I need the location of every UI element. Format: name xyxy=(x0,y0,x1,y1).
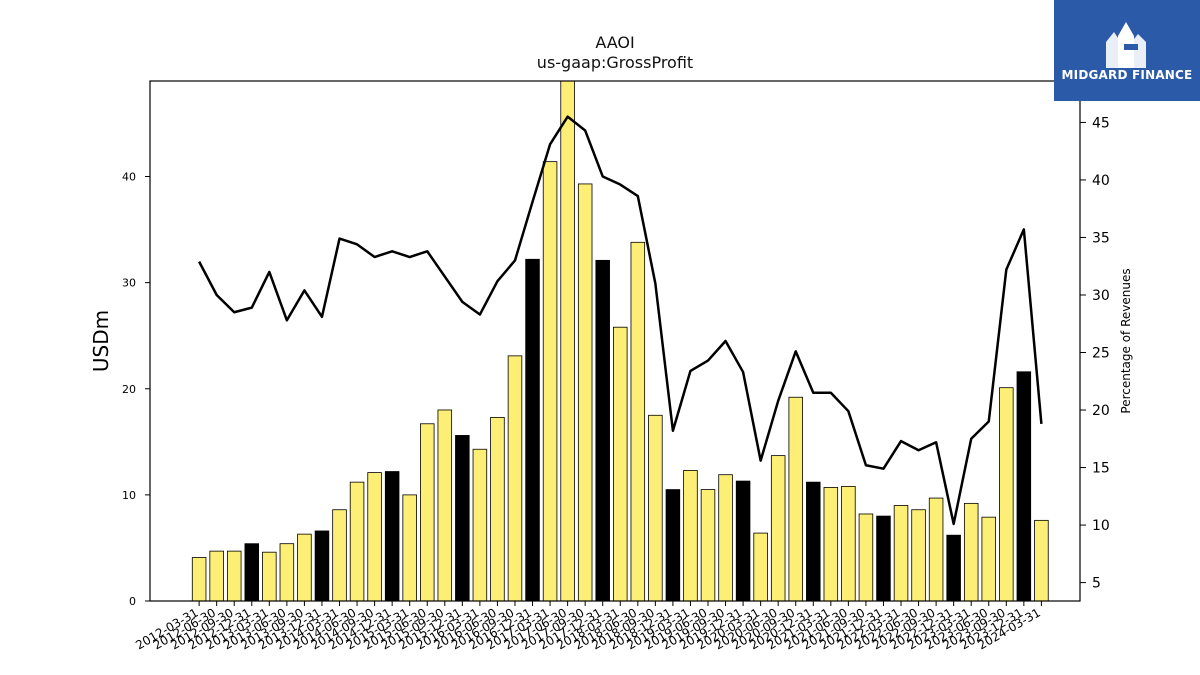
bar-2016-09-30 xyxy=(507,355,523,602)
bar-2020-03-31 xyxy=(753,532,768,602)
bar-2016-06-30 xyxy=(490,417,505,602)
y-tick-label: 30 xyxy=(122,277,136,290)
bar-2023-12-31 xyxy=(1016,371,1032,602)
bar-2014-12-31 xyxy=(384,471,400,602)
bar-2014-06-30 xyxy=(349,481,365,602)
brand-logo: MIDGARD FINANCE xyxy=(1054,0,1200,101)
bar-2014-09-30 xyxy=(367,472,382,602)
bar-2017-12-31 xyxy=(595,259,610,602)
bar-2021-03-31 xyxy=(823,487,839,602)
bar-2012-06-30 xyxy=(209,550,224,602)
bar-2018-12-31 xyxy=(665,489,681,602)
bar-2023-09-30 xyxy=(999,387,1014,602)
bar-2023-03-31 xyxy=(963,502,979,602)
y2-tick-label: 45 xyxy=(1092,115,1110,131)
bar-2023-06-30 xyxy=(981,516,996,602)
bar-2019-09-30 xyxy=(718,474,733,602)
bar-2013-09-30 xyxy=(297,533,312,602)
bar-2013-03-31 xyxy=(262,551,277,602)
bar-2017-03-31 xyxy=(542,161,558,602)
y2-tick-label: 35 xyxy=(1092,230,1110,246)
plot-frame xyxy=(149,80,1081,602)
brand-name: MIDGARD FINANCE xyxy=(1061,68,1193,82)
bar-2022-06-30 xyxy=(911,509,926,602)
y2-tick-label: 15 xyxy=(1092,461,1110,477)
y2-tick-label: 30 xyxy=(1092,288,1110,304)
bar-2021-09-30 xyxy=(858,513,874,602)
y2-tick-label: 20 xyxy=(1092,403,1110,419)
bar-2020-12-31 xyxy=(806,481,821,602)
bar-2019-12-31 xyxy=(735,480,751,602)
bar-2017-06-30 xyxy=(560,80,575,602)
bar-2012-03-31 xyxy=(191,557,207,602)
y-axis-label: USDm xyxy=(89,310,113,372)
y-tick-label: 40 xyxy=(122,171,136,184)
y2-tick-label: 25 xyxy=(1092,346,1110,362)
bar-2019-03-31 xyxy=(683,470,698,602)
bar-2021-06-30 xyxy=(841,485,856,602)
bar-2018-09-30 xyxy=(648,414,663,602)
bar-2018-06-30 xyxy=(630,241,646,602)
bar-2016-12-31 xyxy=(525,258,540,602)
bar-2012-12-31 xyxy=(244,543,260,602)
bar-2015-06-30 xyxy=(420,423,435,602)
y2-tick-label: 5 xyxy=(1092,576,1101,592)
bar-2022-03-31 xyxy=(893,505,909,602)
bar-2017-09-30 xyxy=(577,183,593,602)
chart-title: AAOI xyxy=(595,33,635,52)
bar-2013-06-30 xyxy=(279,543,295,602)
bar-2024-03-31 xyxy=(1034,519,1049,602)
bar-2018-03-31 xyxy=(613,326,628,602)
y2-axis-label: Percentage of Revenues xyxy=(1119,268,1133,413)
chart-subtitle: us-gaap:GrossProfit xyxy=(536,53,694,72)
bar-2016-03-31 xyxy=(472,448,488,602)
y-tick-label: 20 xyxy=(122,383,136,396)
y2-tick-label: 40 xyxy=(1092,173,1110,189)
midgard-logo-icon xyxy=(1106,22,1146,68)
bar-2022-09-30 xyxy=(928,497,944,602)
margin-line xyxy=(198,115,1043,526)
bar-2021-12-31 xyxy=(876,515,891,602)
bar-2020-06-30 xyxy=(770,455,786,602)
bar-2015-12-31 xyxy=(455,435,470,602)
bar-2015-09-30 xyxy=(437,409,453,602)
y-tick-label: 10 xyxy=(122,489,136,502)
y-tick-label: 0 xyxy=(129,595,136,608)
bar-2019-06-30 xyxy=(700,489,716,602)
y2-tick-label: 10 xyxy=(1092,518,1110,534)
bar-2014-03-31 xyxy=(332,509,347,602)
bar-2022-12-31 xyxy=(946,534,961,602)
bar-2012-09-30 xyxy=(226,550,242,602)
bar-2013-12-31 xyxy=(314,530,330,602)
bar-2020-09-30 xyxy=(788,396,803,602)
bar-2015-03-31 xyxy=(402,494,417,602)
